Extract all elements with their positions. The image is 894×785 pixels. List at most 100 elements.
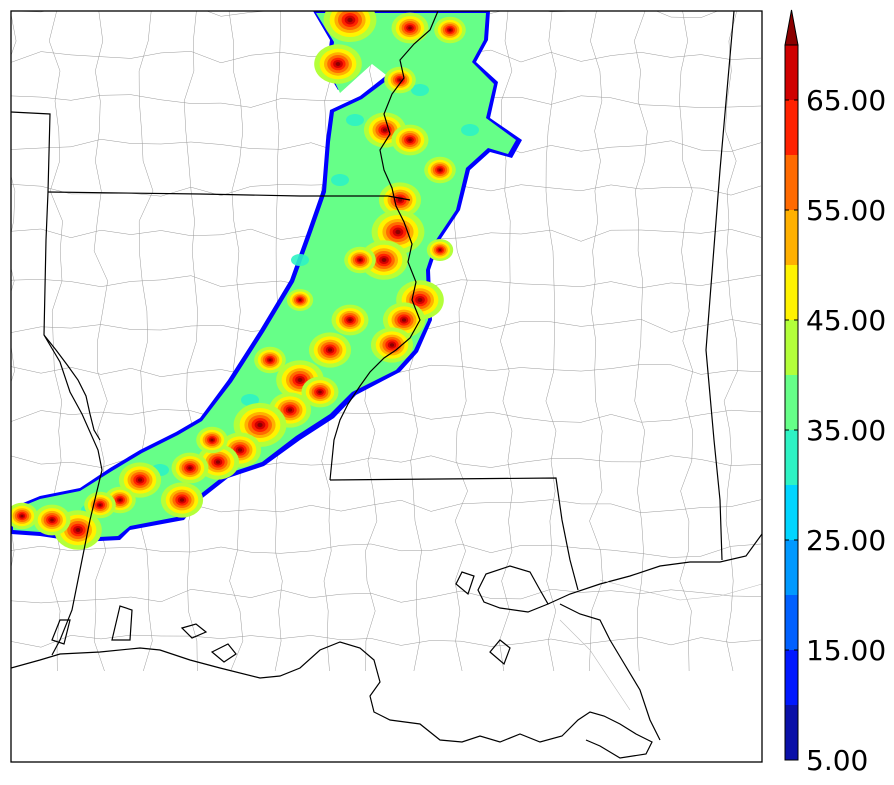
reflectivity-cell <box>118 498 122 502</box>
colorbar-segment <box>785 485 798 540</box>
county-line <box>499 11 513 672</box>
reflectivity-cell <box>347 17 353 23</box>
county-line <box>588 11 603 672</box>
colorbar-tick-label: 35.00 <box>806 414 886 447</box>
county-line <box>679 11 694 672</box>
reflectivity-cell <box>210 438 214 442</box>
colorbar-segment <box>785 430 798 485</box>
colorbar-segment <box>785 540 798 595</box>
colorbar-tick-label: 15.00 <box>806 634 886 667</box>
county-line <box>11 409 762 423</box>
reflectivity-cell <box>188 466 192 470</box>
colorbar-segment <box>785 155 798 210</box>
colorbar-segment <box>785 595 798 650</box>
county-line <box>48 11 63 672</box>
lake-calcasieu <box>111 605 133 641</box>
reflectivity-cell <box>327 348 333 352</box>
colorbar-segment <box>785 100 798 155</box>
colorbar-segment <box>785 210 798 265</box>
bird-foot-delta <box>559 603 661 741</box>
county-line <box>634 11 648 672</box>
reflectivity-cell <box>395 229 401 235</box>
reflectivity-cell <box>75 528 81 532</box>
reflectivity-cell <box>381 258 387 262</box>
white-lake <box>180 623 208 639</box>
reflectivity-cell <box>417 298 423 302</box>
reflectivity-cell <box>287 408 293 412</box>
reflectivity-patch <box>346 114 364 126</box>
county-line <box>11 455 762 468</box>
reflectivity-cell <box>398 78 402 82</box>
lake-maurepas <box>455 571 475 596</box>
coast-ms <box>547 533 762 605</box>
lake-salvador <box>489 639 511 666</box>
red-river-oxbow <box>43 334 101 441</box>
state-border-la-ms <box>329 477 579 591</box>
colorbar-segment <box>785 375 798 430</box>
reflectivity-cell <box>408 138 412 142</box>
reflectivity-cell <box>335 62 341 66</box>
reflectivity-cell <box>257 422 263 428</box>
river-mississippi <box>329 11 439 481</box>
lake-pontchartrain <box>477 565 549 613</box>
colorbar-tick-label: 65.00 <box>806 84 886 117</box>
reflectivity-cell <box>98 503 102 507</box>
reflectivity-cell <box>382 128 388 132</box>
reflectivity-cell <box>297 378 303 382</box>
lake-sabine <box>51 619 71 645</box>
reflectivity-patch <box>291 254 309 266</box>
reflectivity-cell <box>438 168 442 172</box>
reflectivity-cell <box>50 518 54 522</box>
reflectivity-cell <box>397 198 403 202</box>
state-border-ms-al <box>705 11 735 561</box>
map-frame <box>10 10 763 763</box>
coastline <box>11 334 762 759</box>
colorbar-tick-label: 55.00 <box>806 194 886 227</box>
reflectivity-cell <box>137 478 143 482</box>
reflectivity-patch <box>461 124 479 136</box>
colorbar-segment <box>785 265 798 320</box>
reflectivity-cell <box>438 248 442 252</box>
colorbar-segment <box>785 320 798 375</box>
colorbar-segments <box>785 45 798 760</box>
state-border-mo-ar <box>47 191 411 201</box>
colorbar-tick-label: 5.00 <box>806 744 868 777</box>
reflectivity-cell <box>268 358 272 362</box>
colorbar-ticks: 5.00 15.00 25.00 35.00 45.00 55.00 65.00 <box>785 84 886 777</box>
reflectivity-cell <box>20 514 24 518</box>
colorbar-frame <box>784 44 799 761</box>
colorbar-tick-label: 45.00 <box>806 304 886 337</box>
county-line <box>138 11 154 672</box>
reflectivity-patch <box>411 84 429 96</box>
reflectivity-cell <box>448 28 452 32</box>
reflectivity-swath <box>11 11 522 550</box>
county-line <box>93 11 108 672</box>
offshore-lines <box>559 579 762 711</box>
colorbar-segment <box>785 45 798 100</box>
reflectivity-cell <box>358 258 362 262</box>
reflectivity-patch <box>331 174 349 186</box>
reflectivity-cell <box>408 26 412 30</box>
reflectivity-cell <box>298 298 302 302</box>
county-line <box>11 543 762 558</box>
reflectivity-cell <box>401 318 407 322</box>
county-line <box>11 634 762 648</box>
county-line <box>228 11 244 672</box>
county-line <box>11 588 762 604</box>
gulf-coast <box>11 641 653 759</box>
colorbar-segment <box>785 650 798 705</box>
reflectivity-cell <box>389 343 395 347</box>
colorbar-extend-arrow <box>784 9 799 46</box>
state-border-ar-la <box>43 334 103 471</box>
reflectivity-cell <box>237 448 243 452</box>
reflectivity-cell <box>348 318 352 322</box>
colorbar-segment <box>785 705 798 760</box>
county-line <box>183 11 198 672</box>
reflectivity-cell <box>215 460 221 464</box>
grand-lake <box>210 643 237 663</box>
county-line <box>723 11 738 672</box>
reflectivity-cell <box>318 390 322 394</box>
